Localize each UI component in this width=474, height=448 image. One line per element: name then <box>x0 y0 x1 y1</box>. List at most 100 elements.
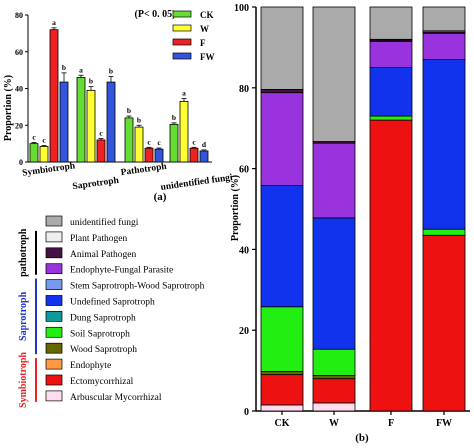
panel-b-y-tick-label: 0 <box>244 407 249 418</box>
panel-b-segment-w-unidentified-fungi <box>312 6 356 142</box>
panel-a-bar-ck-symbiotroph <box>29 143 39 163</box>
panel-b-bars <box>260 6 466 412</box>
legend-label-wood-saprotroph: Wood Saprotroph <box>70 345 137 355</box>
panel-a-bar-w-pathotroph <box>134 126 144 163</box>
panel-a-label: (a) <box>154 191 167 203</box>
panel-a-legend: CK WF FW <box>172 10 215 62</box>
legend-swatch-endophyte-fungal-parasite <box>45 263 63 275</box>
panel-a-significance-letter: d <box>202 140 207 149</box>
legend-label-endophyte: Endophyte <box>70 361 111 371</box>
panel-b-segment-f-ectomycorrhizal <box>369 119 413 412</box>
panel-a-legend-swatch-fw <box>172 52 192 60</box>
panel-b-segment-ck-wood-saprotroph <box>260 371 304 376</box>
panel-a-x-tick-label: Saprotroph <box>72 176 120 192</box>
legend-swatch-ectomycorrhizal <box>45 374 63 386</box>
panel-a-significance-letter: c <box>192 137 196 146</box>
panel-b-segment-ck-undefined-saprotroph <box>260 185 304 308</box>
legend-label-dung-saprotroph: Dung Saprotroph <box>70 313 136 323</box>
panel-b-segment-w-ectomycorrhizal <box>312 378 356 404</box>
panel-a-y-tick-label: 60 <box>15 48 23 57</box>
panel-a-legend-label-f: F <box>200 38 206 48</box>
panel-b-x-tick-label: CK <box>275 418 290 429</box>
panel-a-legend-swatch-ck <box>172 10 192 18</box>
panel-a-significance-letter: b <box>89 77 93 86</box>
panel-a-bar-f-saprotroph <box>96 139 106 163</box>
panel-a-bar-w-symbiotroph <box>39 145 49 163</box>
panel-a-significance-letter: b <box>127 106 131 115</box>
panel-a-significance-letter: b <box>62 63 66 72</box>
panel-a-bar-fw-symbiotroph <box>59 81 69 163</box>
panel-b-y-tick-label: 60 <box>239 165 249 176</box>
panel-a-y-tick-label: 20 <box>15 121 23 130</box>
legend-swatch-undefined-saprotroph <box>45 295 63 306</box>
panel-a-significance-letter: c <box>42 135 46 144</box>
panel-a-significance-letter: c <box>99 128 103 137</box>
legend-swatch-endophyte <box>45 358 63 370</box>
panel-b-y-tick-label: 80 <box>239 84 249 95</box>
legend-label-arbuscular-mycorrhizal: Arbuscular Mycorrhizal <box>70 393 162 403</box>
panel-b-label: (b) <box>355 432 369 444</box>
panel-a-bar-fw-saprotroph <box>106 81 116 163</box>
panel-b-y-tick-label: 100 <box>234 3 249 14</box>
panel-b-y-tick-label: 40 <box>239 245 249 256</box>
panel-a-bar-ck-saprotroph <box>76 77 86 163</box>
panel-a-legend-label-w: W <box>200 24 209 34</box>
panel-b-segment-w-soil-saprotroph <box>312 348 356 376</box>
legend-group-label-pathotroph: pathotroph <box>18 228 29 277</box>
panel-b-segment-w-wood-saprotroph <box>312 375 356 380</box>
panel-a-y-tick-label: 0 <box>19 158 23 167</box>
panel-a-bar-w-saprotroph <box>86 89 96 163</box>
panel-b-segment-ck-endophyte-fungal-parasite <box>260 92 304 186</box>
panel-b-segment-fw-soil-saprotroph <box>422 228 466 236</box>
legend-label-endophyte-fungal-parasite: Endophyte-Fungal Parasite <box>70 266 173 276</box>
legend-label-soil-saprotroph: Soil Saprotroph <box>70 329 130 339</box>
panel-a-legend-swatch-w <box>172 24 192 32</box>
panel-b-segment-f-soil-saprotroph <box>369 115 413 121</box>
panel-b-segment-f-endophyte-fungal-parasite <box>369 40 413 69</box>
panel-b-segment-fw-endophyte-fungal-parasite <box>422 32 466 60</box>
panel-b-x-tick-label: W <box>329 418 339 429</box>
legend-label-animal-pathogen: Animal Pathogen <box>70 250 136 260</box>
panel-a: Proportion (%) (P< 0. 05) 0 20 40 60 80 Symbi… <box>3 9 234 203</box>
legend-swatch-stem-saprotroph-wood-saprotroph <box>45 279 63 290</box>
panel-a-bar-ck-unidentified-fungi <box>169 123 179 163</box>
panel-b-segment-ck-ectomycorrhizal <box>260 374 304 406</box>
panel-b-segment-ck-unidentified-fungi <box>260 6 304 90</box>
panel-a-significance-letter: b <box>109 67 113 76</box>
panel-b-segment-f-unidentified-fungi <box>369 6 413 40</box>
panel-b-segment-fw-unidentified-fungi <box>422 6 466 32</box>
legend-swatch-arbuscular-mycorrhizal <box>45 390 63 402</box>
legend-group-label-saprotroph: Saprotroph <box>18 291 29 341</box>
panel-a-x-tick-label: unidentified fungi <box>160 173 234 193</box>
panel-a-bar-fw-pathotroph <box>154 148 164 163</box>
panel-b-segment-fw-undefined-saprotroph <box>422 59 466 230</box>
panel-a-y-tick-label: 40 <box>15 85 23 94</box>
panel-b-segment-ck-arbuscular-mycorrhizal <box>260 404 304 412</box>
panel-a-bar-w-unidentified-fungi <box>179 100 189 163</box>
legend-swatch-animal-pathogen <box>45 247 63 259</box>
panel-b-segment-ck-soil-saprotroph <box>260 306 304 372</box>
panel-b: Proportion (%) 0 20 40 60 80 100 CK W F FW (b) <box>230 3 470 444</box>
panel-b-segment-w-endophyte-fungal-parasite <box>312 142 356 219</box>
legend-group-label-symbiotroph: Symbiotroph <box>18 352 29 408</box>
legend-label-plant-pathogen: Plant Pathogen <box>70 234 128 244</box>
panel-a-bar-fw-unidentified-fungi <box>199 150 209 163</box>
panel-a-significance-letter: a <box>79 65 83 74</box>
legend-swatch-plant-pathogen <box>45 231 63 243</box>
panel-a-significance-letter: a <box>182 89 186 98</box>
panel-b-segment-fw-ectomycorrhizal <box>422 234 466 412</box>
panel-a-bar-f-symbiotroph <box>49 29 59 163</box>
panel-a-x-tick-label: Pathotroph <box>120 162 168 178</box>
panel-b-segment-f-undefined-saprotroph <box>369 67 413 117</box>
legend-swatch-soil-saprotroph <box>45 326 63 338</box>
panel-a-bar-f-pathotroph <box>144 147 154 163</box>
panel-a-legend-label-ck: CK <box>200 10 214 20</box>
panel-a-x-tick-label: Symbiotroph <box>22 161 77 178</box>
panel-b-y-tick-label: 20 <box>239 326 249 337</box>
panel-b-segment-w-arbuscular-mycorrhizal <box>312 402 356 412</box>
panel-a-legend-swatch-f <box>172 38 192 46</box>
panel-a-bar-ck-pathotroph <box>124 117 134 163</box>
panel-a-significance-letter: a <box>52 18 56 27</box>
legend-label-stem-saprotroph-wood-saprotroph: Stem Saprotroph-Wood Saprotroph <box>70 282 205 292</box>
